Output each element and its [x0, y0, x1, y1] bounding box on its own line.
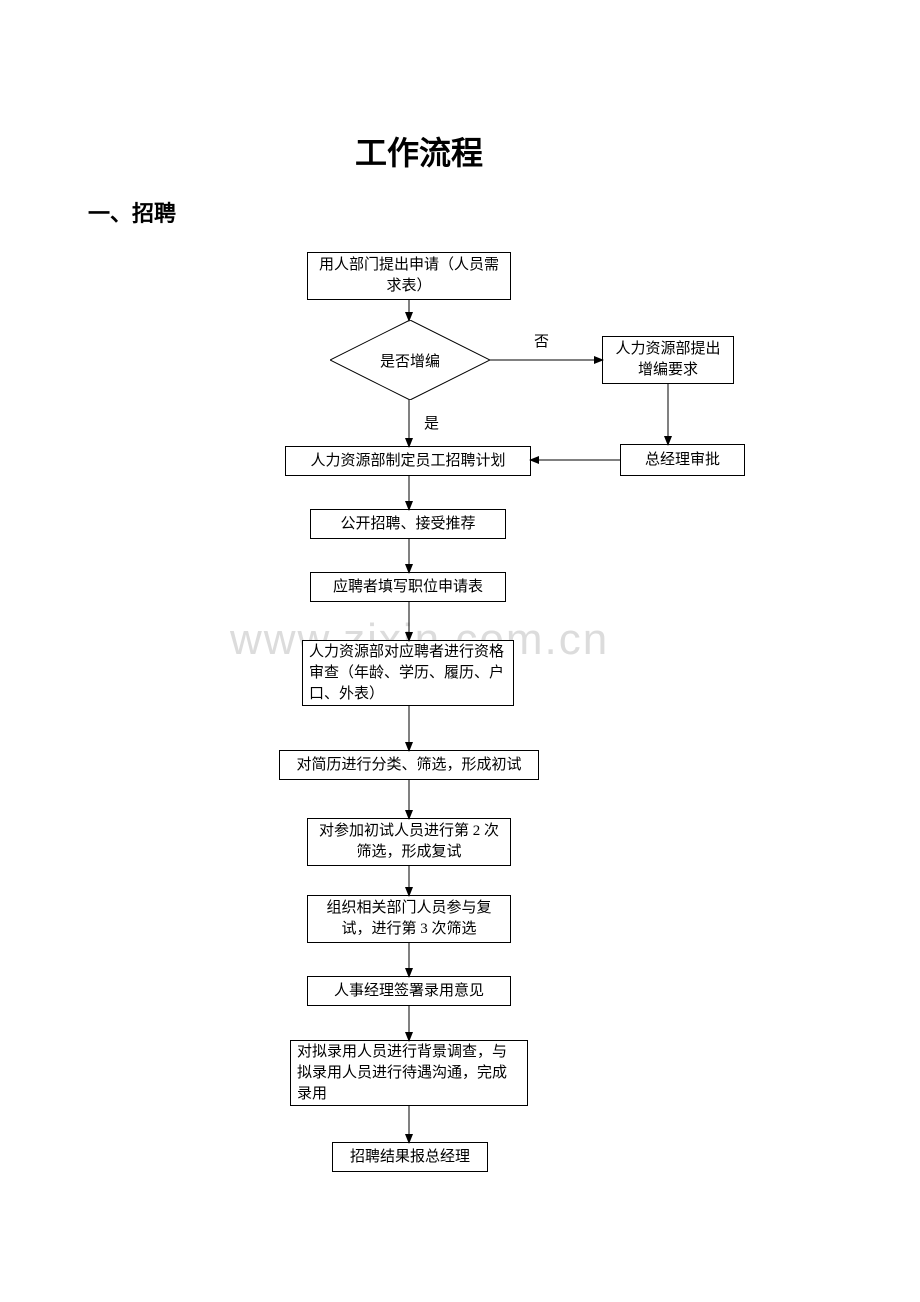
- flow-node: 对拟录用人员进行背景调查，与拟录用人员进行待遇沟通，完成录用: [290, 1040, 528, 1106]
- flow-node: 总经理审批: [620, 444, 745, 476]
- flow-node: 招聘结果报总经理: [332, 1142, 488, 1172]
- flow-edge-label: 是: [424, 412, 439, 433]
- flow-node: 公开招聘、接受推荐: [310, 509, 506, 539]
- flow-node: 人力资源部对应聘者进行资格审查（年龄、学历、履历、户口、外表）: [302, 640, 514, 706]
- page: 工作流程 一、招聘 www.zixin.com.cn 用人部门提出申请（人员需求…: [0, 0, 920, 1302]
- flow-node: 用人部门提出申请（人员需求表）: [307, 252, 511, 300]
- flow-node: 对简历进行分类、筛选，形成初试: [279, 750, 539, 780]
- page-title: 工作流程: [355, 128, 483, 174]
- flow-node: 人力资源部制定员工招聘计划: [285, 446, 531, 476]
- flow-node: 对参加初试人员进行第 2 次筛选，形成复试: [307, 818, 511, 866]
- flow-node: 应聘者填写职位申请表: [310, 572, 506, 602]
- flow-decision: 是否增编: [330, 320, 490, 400]
- flow-edge-label: 否: [534, 330, 549, 351]
- flow-node: 组织相关部门人员参与复试，进行第 3 次筛选: [307, 895, 511, 943]
- flow-node: 人事经理签署录用意见: [307, 976, 511, 1006]
- flow-decision-label: 是否增编: [330, 320, 490, 400]
- section-heading: 一、招聘: [88, 196, 176, 228]
- flow-node: 人力资源部提出增编要求: [602, 336, 734, 384]
